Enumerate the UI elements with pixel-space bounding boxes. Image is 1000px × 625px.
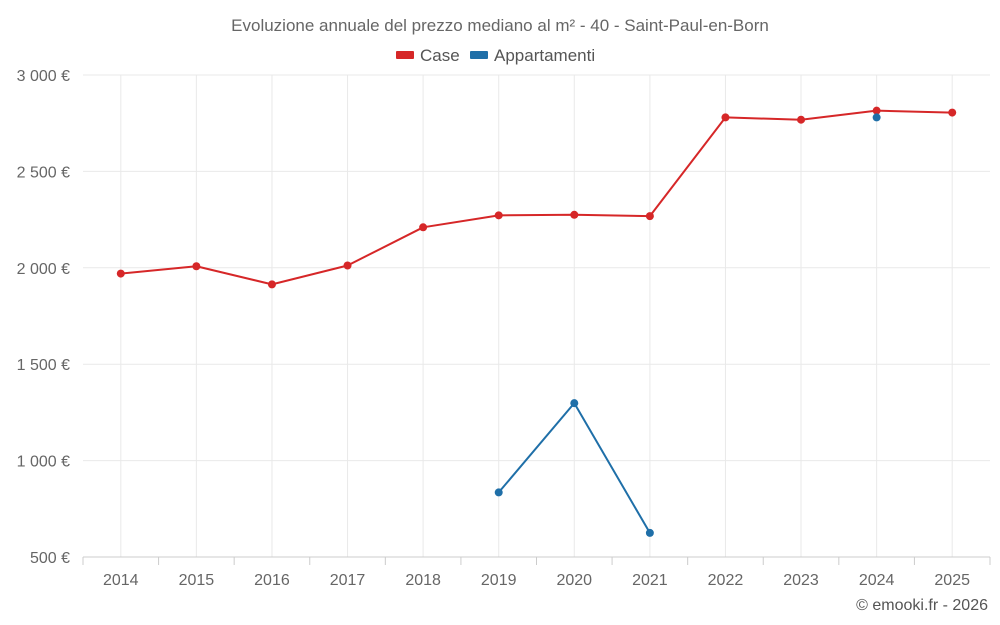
- legend[interactable]: Case Appartamenti: [396, 46, 595, 65]
- x-tick-label: 2022: [708, 572, 744, 589]
- series-appartamenti: [494, 113, 881, 537]
- y-tick-label: 1 000 €: [17, 454, 70, 471]
- x-tick-label: 2019: [481, 572, 517, 589]
- data-point[interactable]: [645, 212, 654, 221]
- legend-label: Case: [420, 46, 460, 65]
- data-point[interactable]: [570, 399, 579, 408]
- legend-label: Appartamenti: [494, 46, 595, 65]
- series-line: [120, 109, 953, 286]
- data-point[interactable]: [797, 115, 806, 124]
- y-tick-label: 3 000 €: [17, 68, 70, 85]
- data-point[interactable]: [721, 113, 730, 122]
- y-axis: 500 € 1 000 € 1 500 € 2 000 € 2 500 € 3 000 €: [17, 68, 70, 567]
- grid: [83, 74, 990, 558]
- data-point[interactable]: [645, 528, 654, 537]
- x-tick-label: 2023: [783, 572, 819, 589]
- data-point[interactable]: [494, 211, 503, 220]
- data-point[interactable]: [419, 223, 428, 232]
- x-tick-label: 2024: [859, 572, 895, 589]
- data-point[interactable]: [192, 262, 201, 271]
- credit-text: © emooki.fr - 2026: [856, 597, 988, 614]
- chart-title: Evoluzione annuale del prezzo mediano al…: [231, 16, 769, 35]
- series-group: [116, 106, 957, 537]
- x-axis: 2014 2015 2016 2017 2018 2019 2020 2021 2022 2023…: [82, 556, 991, 589]
- x-tick-label: 2015: [179, 572, 215, 589]
- y-tick-label: 2 000 €: [17, 261, 70, 278]
- legend-item-appartamenti[interactable]: Appartamenti: [470, 46, 595, 65]
- data-point[interactable]: [116, 269, 125, 278]
- series-case: [116, 106, 957, 289]
- data-point[interactable]: [948, 108, 957, 117]
- data-point[interactable]: [872, 113, 881, 122]
- x-tick-label: 2016: [254, 572, 290, 589]
- x-tick-label: 2021: [632, 572, 668, 589]
- data-point[interactable]: [267, 280, 276, 289]
- x-tick-label: 2017: [330, 572, 366, 589]
- data-point[interactable]: [570, 210, 579, 219]
- x-tick-label: 2020: [556, 572, 592, 589]
- y-tick-label: 2 500 €: [17, 164, 70, 181]
- data-point[interactable]: [343, 261, 352, 270]
- x-tick-label: 2018: [405, 572, 441, 589]
- data-point[interactable]: [872, 106, 881, 115]
- x-tick-label: 2014: [103, 572, 139, 589]
- x-tick-label: 2025: [934, 572, 970, 589]
- y-tick-label: 500 €: [30, 550, 70, 567]
- legend-swatch: [396, 51, 414, 59]
- y-tick-label: 1 500 €: [17, 357, 70, 374]
- data-point[interactable]: [494, 488, 503, 497]
- legend-swatch: [470, 51, 488, 59]
- legend-item-case[interactable]: Case: [396, 46, 460, 65]
